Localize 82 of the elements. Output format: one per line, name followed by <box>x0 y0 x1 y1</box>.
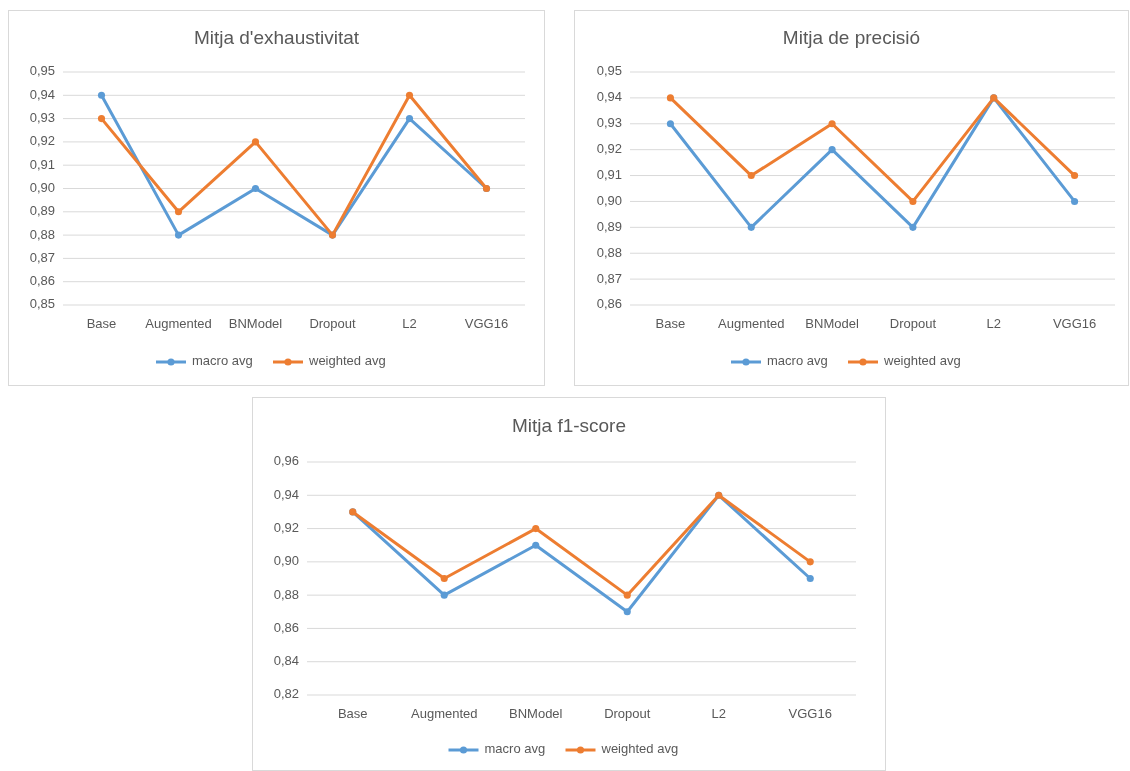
y-tick-label: 0,91 <box>596 166 622 182</box>
y-tick-label: 0,90 <box>29 179 55 195</box>
y-tick-label: 0,94 <box>273 486 299 502</box>
y-tick-label: 0,91 <box>29 156 55 172</box>
x-tick-label: VGG16 <box>1052 316 1097 332</box>
x-tick-label: BNModel <box>228 316 283 332</box>
y-tick-label: 0,86 <box>596 296 622 312</box>
x-tick-label: Base <box>655 316 686 332</box>
y-tick-label: 0,96 <box>273 453 299 469</box>
y-tick-label: 0,94 <box>596 89 622 105</box>
y-tick-label: 0,94 <box>29 86 55 102</box>
point <box>1071 171 1079 180</box>
y-tick-label: 0,85 <box>29 296 55 312</box>
point <box>828 120 836 128</box>
point <box>747 223 755 231</box>
point <box>405 115 414 123</box>
legend-label: weighted avg <box>883 353 961 369</box>
y-tick-label: 0,90 <box>596 192 622 208</box>
y-tick-label: 0,88 <box>596 244 622 260</box>
y-tick-label: 0,86 <box>273 619 299 635</box>
y-tick-label: 0,95 <box>596 63 622 79</box>
point <box>623 591 631 599</box>
point <box>97 91 106 99</box>
legend-label: macro avg <box>767 353 828 369</box>
legend-label: weighted avg <box>308 353 386 369</box>
point <box>440 574 448 583</box>
point <box>97 115 106 123</box>
x-tick-label: Base <box>86 316 117 332</box>
y-tick-label: 0,84 <box>273 653 299 669</box>
point <box>251 184 260 193</box>
point <box>174 208 183 216</box>
point <box>405 91 414 99</box>
y-tick-label: 0,87 <box>29 249 55 265</box>
point <box>909 223 917 231</box>
chart-title: Mitja de precisió <box>782 27 921 49</box>
x-tick-label: Augmented <box>718 316 785 332</box>
y-tick-label: 0,82 <box>273 686 299 702</box>
point <box>251 138 260 146</box>
x-tick-label: Augmented <box>411 706 478 722</box>
legend-label: macro avg <box>484 741 546 757</box>
x-tick-label: BNModel <box>509 706 563 722</box>
point <box>828 146 836 154</box>
point <box>806 574 814 583</box>
x-tick-label: Dropout <box>604 706 651 722</box>
x-tick-label: Dropout <box>309 316 357 332</box>
x-tick-label: L2 <box>711 706 726 722</box>
x-tick-label: L2 <box>402 316 417 332</box>
x-tick-label: Dropout <box>889 316 937 332</box>
point <box>747 171 755 180</box>
y-tick-label: 0,92 <box>273 520 299 536</box>
y-tick-label: 0,86 <box>29 273 55 289</box>
x-tick-label: Augmented <box>145 316 212 332</box>
y-tick-label: 0,93 <box>596 115 622 131</box>
y-tick-label: 0,88 <box>29 226 55 242</box>
y-tick-label: 0,93 <box>29 110 55 126</box>
point <box>440 591 448 599</box>
point <box>806 558 814 566</box>
chart-title: Mitja f1-score <box>511 415 627 437</box>
point <box>666 120 674 128</box>
x-tick-label: BNModel <box>805 316 859 332</box>
y-tick-label: 0,92 <box>596 141 622 157</box>
x-tick-label: VGG16 <box>464 316 509 332</box>
point <box>532 541 540 549</box>
point <box>1071 197 1079 206</box>
legend-label: macro avg <box>192 353 253 369</box>
x-tick-label: Base <box>337 706 368 722</box>
chart-title: Mitja d'exhaustivitat <box>193 27 360 49</box>
point <box>909 197 917 206</box>
point <box>532 525 540 533</box>
legend-label: weighted avg <box>600 741 679 757</box>
y-tick-label: 0,89 <box>596 218 622 234</box>
y-tick-label: 0,95 <box>29 63 55 79</box>
y-tick-label: 0,90 <box>273 553 299 569</box>
y-tick-label: 0,92 <box>29 133 55 149</box>
x-tick-label: VGG16 <box>788 706 832 722</box>
x-tick-label: L2 <box>986 316 1001 332</box>
y-tick-label: 0,87 <box>596 270 622 286</box>
y-tick-label: 0,88 <box>273 586 299 602</box>
point <box>623 608 631 616</box>
point <box>174 231 183 239</box>
y-tick-label: 0,89 <box>29 203 55 219</box>
point <box>666 94 674 102</box>
